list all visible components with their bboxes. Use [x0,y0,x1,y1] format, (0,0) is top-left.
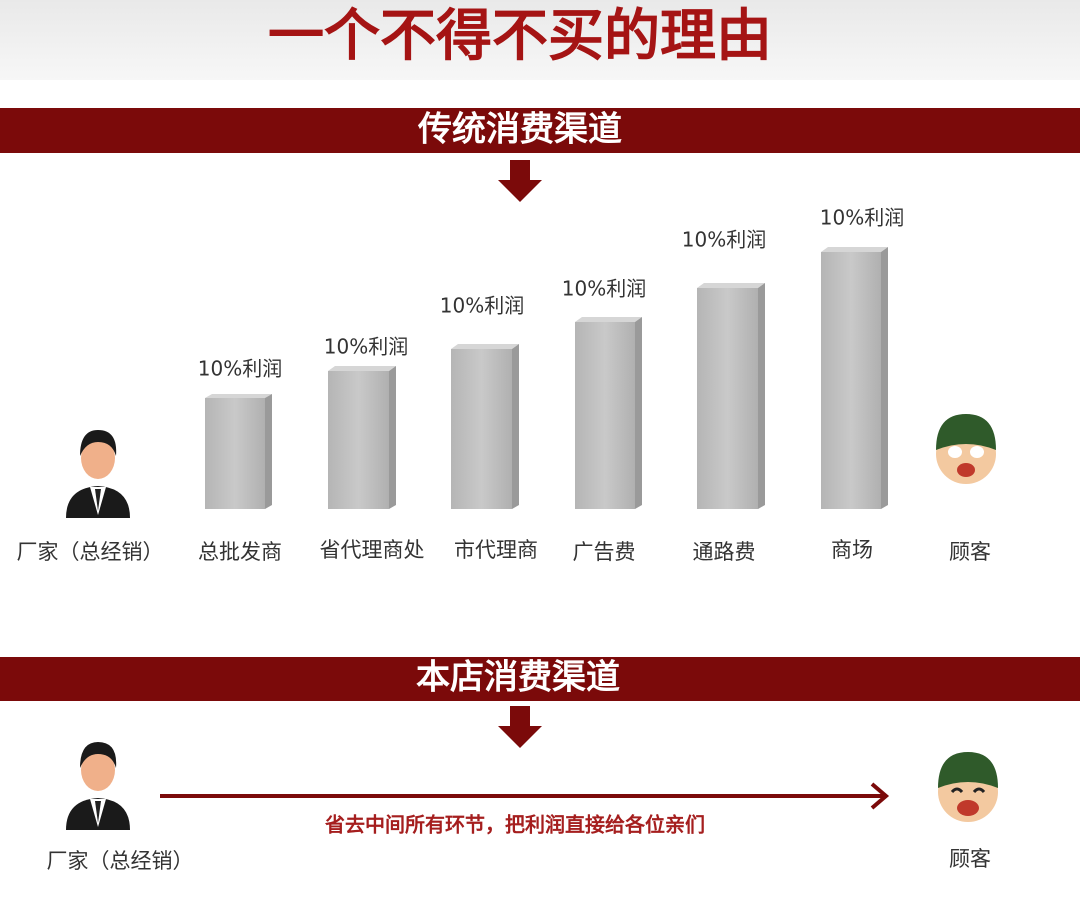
margin-label: 10%利润 [682,228,766,252]
customer-icon [936,414,996,484]
margin-label: 10%利润 [440,294,524,318]
customer-icon [938,752,998,822]
person-icon [66,430,130,518]
margin-label: 10%利润 [324,335,408,359]
direct-note: 省去中间所有环节，把利润直接给各位亲们 [324,813,705,837]
section-band [0,108,1080,153]
stage-label: 顾客 [949,540,991,564]
bars [205,247,888,509]
bar [451,344,519,509]
section-heading: 本店消费渠道 [416,658,620,698]
bar [697,283,765,509]
margin-label: 10%利润 [820,206,904,230]
section-band [0,657,1080,701]
down-arrow [498,706,542,748]
margin-label: 10%利润 [198,357,282,381]
stage-label: 商场 [831,538,873,562]
bar [205,394,272,509]
header-bg [0,0,1080,80]
down-arrow [498,160,542,202]
person-icon [66,742,130,830]
stage-label: 顾客 [949,847,991,871]
title: 一个不得不买的理由 [268,4,772,69]
bar [821,247,888,509]
stage-label: 省代理商处 [320,538,425,562]
margin-label: 10%利润 [562,277,646,301]
bar [575,317,642,509]
stage-label: 厂家（总经销） [17,540,164,564]
stage-label: 市代理商 [454,538,538,562]
direct-arrow-head [870,782,890,810]
bar [328,366,396,509]
section-heading: 传统消费渠道 [417,110,622,150]
stage-label: 通路费 [693,540,756,564]
stage-label: 总批发商 [198,540,282,564]
stage-label: 厂家（总经销） [47,849,194,873]
stage-label: 广告费 [573,540,636,564]
